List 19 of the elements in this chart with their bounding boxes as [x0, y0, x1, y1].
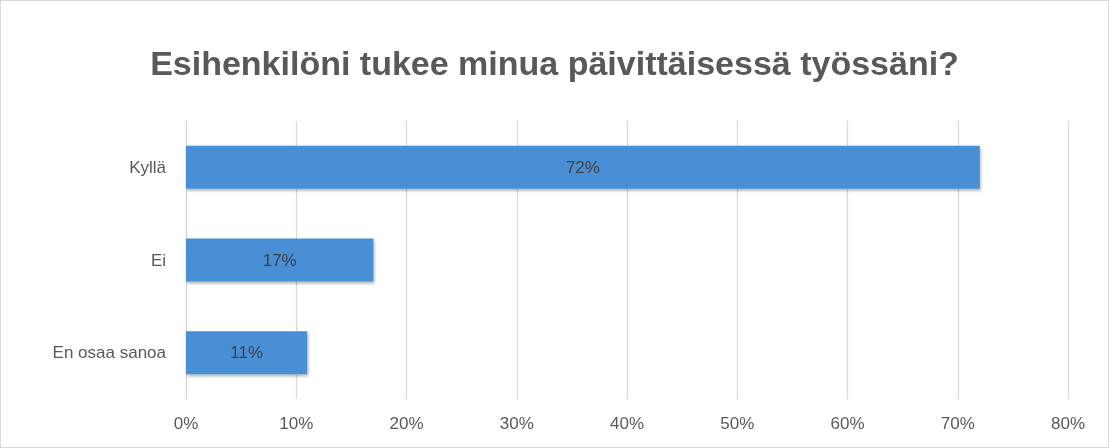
bar [186, 238, 374, 282]
x-tick-label: 60% [830, 414, 865, 433]
bar [186, 331, 308, 375]
data-label: 11% [230, 343, 264, 363]
bar [186, 145, 980, 189]
data-label: 72% [565, 157, 600, 177]
x-tick-label: 30% [499, 414, 534, 433]
y-tick-label: Ei [150, 250, 166, 270]
x-tick-label: 80% [1050, 414, 1086, 433]
x-tick-label: 10% [279, 414, 314, 433]
x-tick-label: 50% [720, 414, 755, 433]
y-tick-label: Kyllä [129, 157, 167, 177]
data-label: 17% [262, 250, 297, 270]
x-tick-label: 70% [940, 414, 975, 433]
x-tick-label: 20% [389, 414, 424, 433]
chart-title: Esihenkilöni tukee minua päivittäisessä työssäni? [150, 44, 959, 82]
x-tick-label: 0% [173, 414, 199, 433]
x-tick-label: 40% [609, 414, 645, 433]
y-tick-label: En osaa sanoa [52, 343, 167, 363]
